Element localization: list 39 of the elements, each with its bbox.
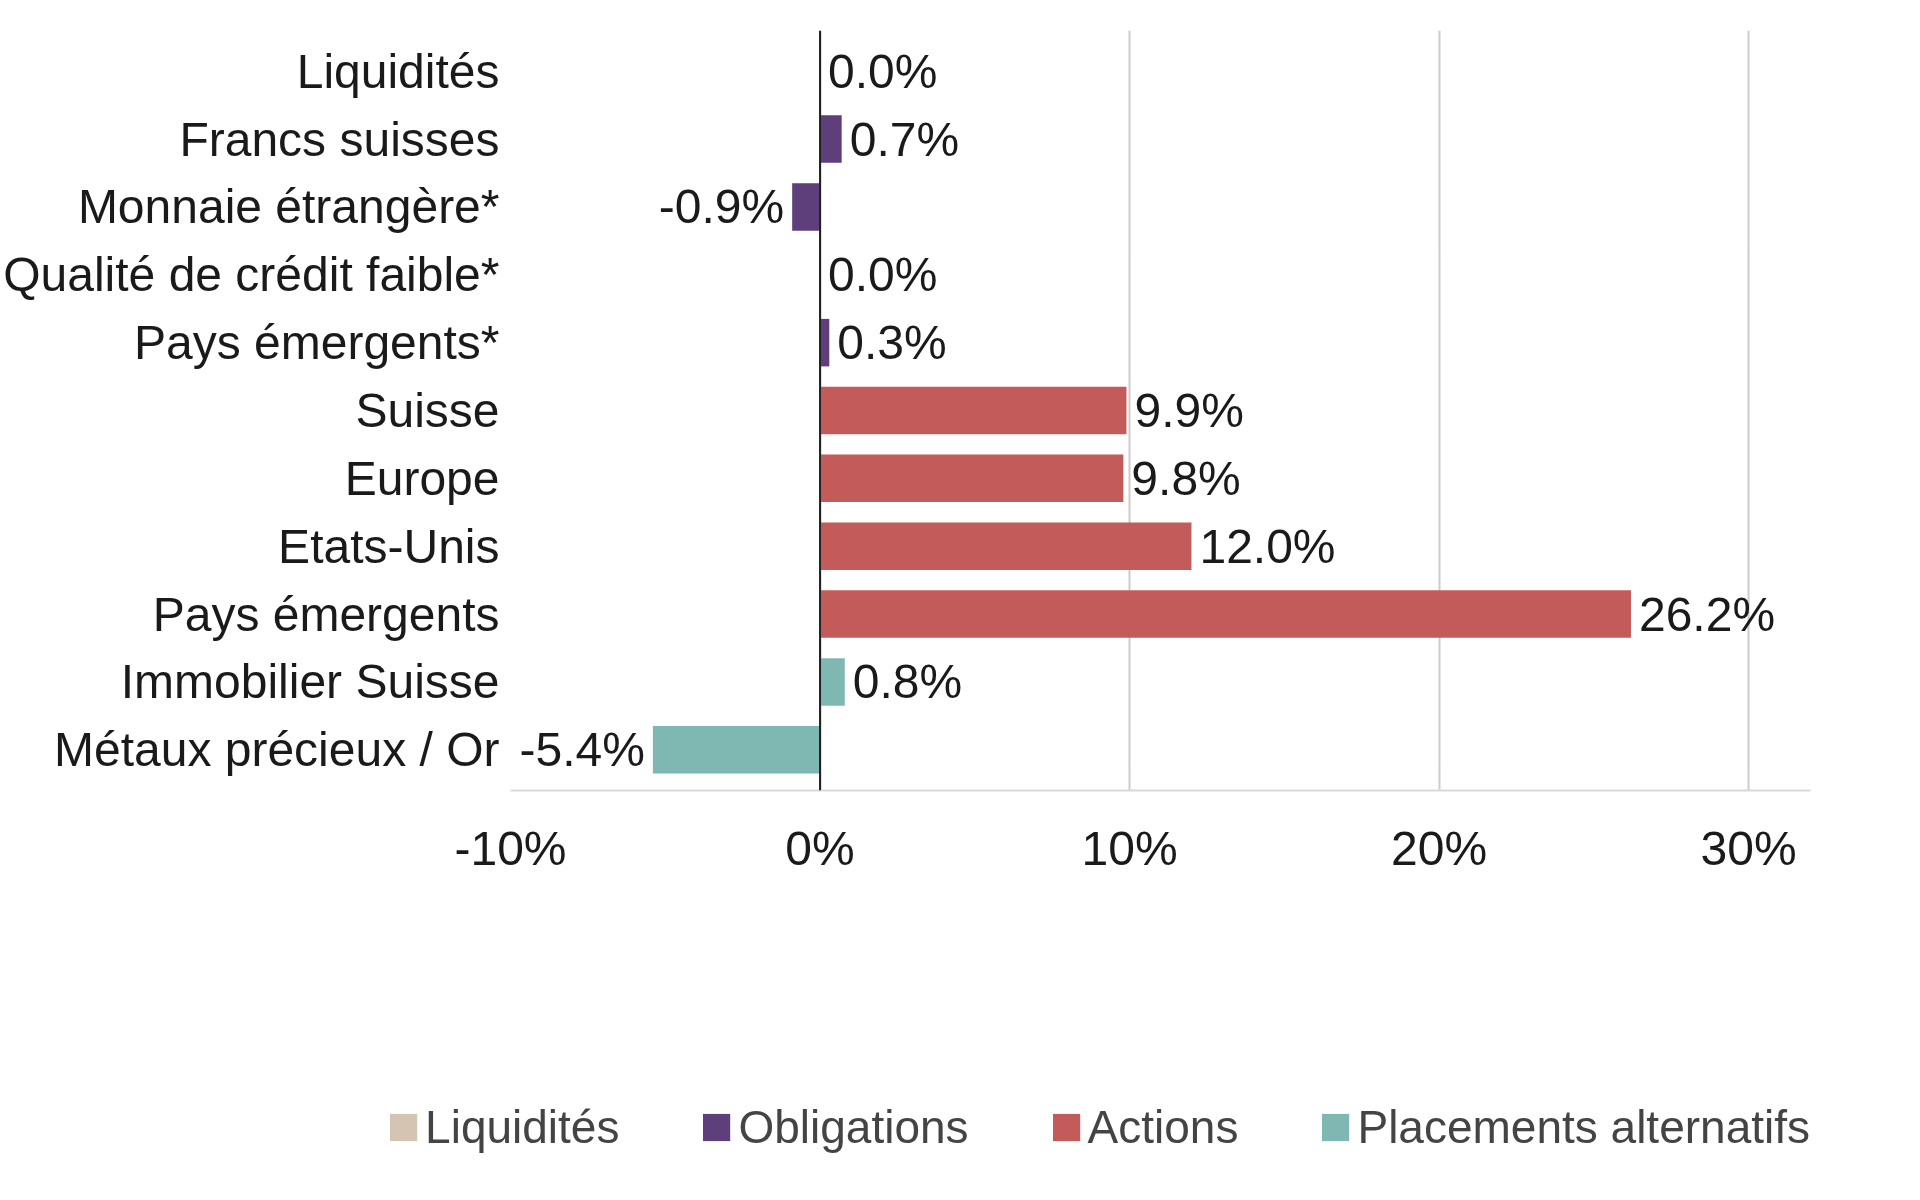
bar <box>652 726 821 774</box>
y-tick-label: Métaux précieux / Or <box>54 723 500 777</box>
x-tick-label: -10% <box>454 821 567 875</box>
y-tick-label: Liquidités <box>296 44 500 98</box>
bar <box>820 454 1124 503</box>
data-label: 0.7% <box>849 112 960 166</box>
data-label: 26.2% <box>1638 587 1776 641</box>
data-label: 0.8% <box>852 655 963 709</box>
bar <box>820 115 842 163</box>
data-label: 0.3% <box>837 316 947 370</box>
x-tick-label: 30% <box>1700 821 1797 875</box>
y-tick-label: Pays émergents <box>152 587 500 641</box>
x-tick-label: 20% <box>1391 821 1488 875</box>
bar <box>820 658 845 706</box>
bar <box>820 522 1192 570</box>
x-tick-label: 10% <box>1081 821 1178 875</box>
data-label: 9.8% <box>1131 451 1241 505</box>
y-tick-label: Monnaie étrangère* <box>77 180 500 234</box>
x-tick-label: 0% <box>785 821 855 875</box>
data-label: -5.4% <box>519 723 645 777</box>
bar <box>820 590 1631 638</box>
legend-label: Liquidités <box>425 1100 620 1154</box>
legend-label: Obligations <box>738 1100 969 1154</box>
y-tick-label: Qualité de crédit faible* <box>3 248 500 302</box>
data-label: -0.9% <box>658 180 785 234</box>
legend-label: Actions <box>1087 1100 1239 1154</box>
y-tick-label: Europe <box>344 451 500 505</box>
y-tick-label: Immobilier Suisse <box>120 655 500 709</box>
bar <box>820 386 1127 435</box>
y-tick-label: Suisse <box>355 384 500 437</box>
legend-label: Placements alternatifs <box>1357 1100 1810 1154</box>
y-tick-label: Pays émergents* <box>133 316 500 370</box>
data-label: 0.0% <box>828 248 938 302</box>
data-label: 0.0% <box>828 44 938 98</box>
y-tick-label: Etats-Unis <box>278 519 500 573</box>
data-label: 9.9% <box>1134 384 1244 437</box>
y-tick-label: Francs suisses <box>179 112 500 166</box>
data-label: 12.0% <box>1199 519 1336 573</box>
bar <box>792 183 821 231</box>
